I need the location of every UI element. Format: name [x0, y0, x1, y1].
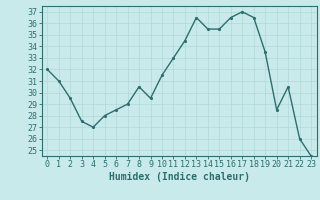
X-axis label: Humidex (Indice chaleur): Humidex (Indice chaleur) — [109, 172, 250, 182]
